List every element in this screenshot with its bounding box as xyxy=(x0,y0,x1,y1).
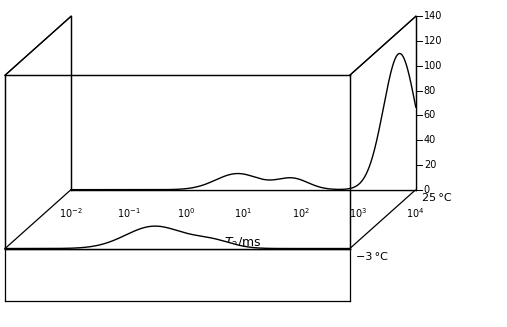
Polygon shape xyxy=(5,226,350,249)
Text: $10^{2}$: $10^{2}$ xyxy=(292,206,310,220)
Text: 60: 60 xyxy=(424,111,436,120)
Text: 80: 80 xyxy=(424,86,436,95)
Text: $10^{0}$: $10^{0}$ xyxy=(177,206,195,220)
Text: $10^{4}$: $10^{4}$ xyxy=(407,206,425,220)
Text: $10^{-1}$: $10^{-1}$ xyxy=(117,206,140,220)
Polygon shape xyxy=(5,249,350,307)
Polygon shape xyxy=(5,16,71,249)
Text: 20: 20 xyxy=(424,160,436,170)
Text: 40: 40 xyxy=(424,135,436,145)
Text: 25 °C: 25 °C xyxy=(422,193,452,203)
Polygon shape xyxy=(71,54,416,190)
Text: $10^{3}$: $10^{3}$ xyxy=(349,206,368,220)
Text: 120: 120 xyxy=(424,36,442,46)
Text: −3 °C: −3 °C xyxy=(356,252,388,262)
Text: 140: 140 xyxy=(424,11,442,21)
Text: 0: 0 xyxy=(424,185,430,195)
Text: $T_2$/ms: $T_2$/ms xyxy=(225,235,262,250)
Polygon shape xyxy=(350,16,416,249)
Text: 100: 100 xyxy=(424,61,442,71)
Text: $10^{1}$: $10^{1}$ xyxy=(234,206,252,220)
Polygon shape xyxy=(5,190,416,249)
Polygon shape xyxy=(5,75,350,249)
Text: $10^{-2}$: $10^{-2}$ xyxy=(59,206,83,220)
